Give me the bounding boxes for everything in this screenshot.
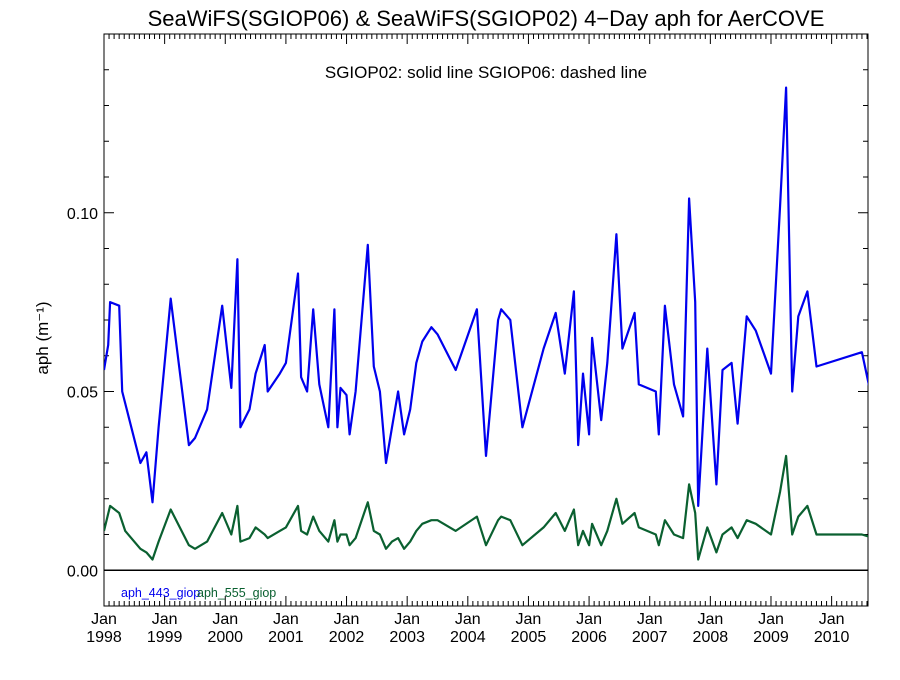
x-tick-label-month: Jan (637, 611, 663, 628)
x-tick-label-month: Jan (697, 611, 723, 628)
x-tick-label-year: 2006 (571, 629, 607, 646)
x-tick-label-month: Jan (152, 611, 178, 628)
series-line-aph_443_giop (104, 86, 868, 507)
x-tick-label-month: Jan (758, 611, 784, 628)
x-tick-label-year: 2000 (207, 629, 243, 646)
x-tick-label-year: 1998 (86, 629, 122, 646)
x-tick-label-month: Jan (212, 611, 238, 628)
x-tick-label-month: Jan (576, 611, 602, 628)
line-style-note: SGIOP02: solid line SGIOP06: dashed line (325, 63, 647, 82)
y-axis-label: aph (m⁻¹) (33, 301, 52, 374)
y-tick-label: 0.10 (67, 206, 98, 223)
x-tick-label-year: 2008 (693, 629, 729, 646)
x-tick-label-month: Jan (273, 611, 299, 628)
x-tick-label-month: Jan (91, 611, 117, 628)
series-line-aph_555_giop (104, 454, 868, 561)
x-tick-label-year: 2002 (329, 629, 365, 646)
x-tick-label-year: 2007 (632, 629, 668, 646)
series-layer (104, 86, 868, 561)
x-tick-label-month: Jan (394, 611, 420, 628)
chart-title: SeaWiFS(SGIOP06) & SeaWiFS(SGIOP02) 4−Da… (148, 6, 825, 31)
legend-label-aph_555_giop: aph_555_giop (197, 586, 276, 600)
y-tick-label: 0.00 (67, 563, 98, 580)
x-tick-label-month: Jan (516, 611, 542, 628)
x-tick-label-year: 2001 (268, 629, 304, 646)
axes: 0.000.050.10Jan1998Jan1999Jan2000Jan2001… (67, 33, 868, 646)
x-tick-label-year: 1999 (147, 629, 183, 646)
x-tick-label-month: Jan (819, 611, 845, 628)
x-tick-label-month: Jan (334, 611, 360, 628)
x-tick-label-year: 2010 (814, 629, 850, 646)
x-tick-label-year: 2005 (511, 629, 547, 646)
y-tick-label: 0.05 (67, 385, 98, 402)
x-tick-label-month: Jan (455, 611, 481, 628)
legend-label-aph_443_giop: aph_443_giop (121, 586, 200, 600)
x-tick-label-year: 2003 (389, 629, 425, 646)
x-tick-label-year: 2004 (450, 629, 486, 646)
x-tick-label-year: 2009 (753, 629, 789, 646)
